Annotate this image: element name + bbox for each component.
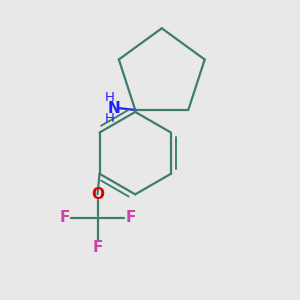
- Text: O: O: [91, 187, 104, 202]
- Text: H: H: [105, 112, 115, 125]
- Text: F: F: [59, 210, 70, 225]
- Text: F: F: [125, 210, 136, 225]
- Text: N: N: [108, 100, 120, 116]
- Text: F: F: [92, 240, 103, 255]
- Text: H: H: [105, 91, 115, 103]
